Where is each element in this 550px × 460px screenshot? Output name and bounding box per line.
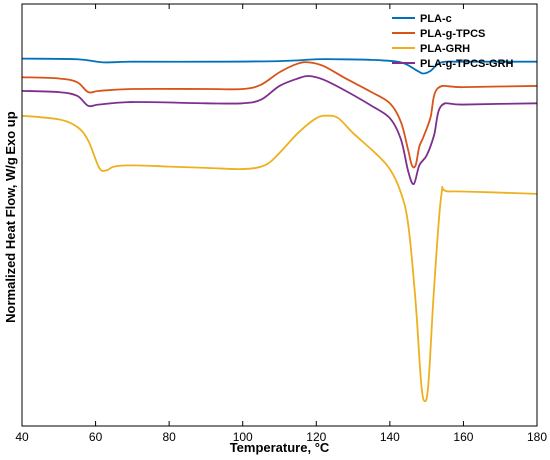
series-line-2	[21, 61, 538, 169]
legend-label-3: PLA-GRH	[420, 43, 470, 55]
x-ticks: 40 60 80 100 120 140 160 180	[15, 4, 547, 444]
y-axis-label: Normalized Heat Flow, W/g	[3, 157, 18, 323]
y-axis-exo-label: Exo up	[3, 111, 18, 154]
legend-label-1: PLA-c	[420, 13, 452, 25]
x-tick-label: 180	[527, 430, 547, 444]
x-tick-label: 160	[453, 430, 473, 444]
x-tick-label: 120	[306, 430, 326, 444]
legend-label-2: PLA-g-TPCS	[420, 28, 485, 40]
legend: PLA-c PLA-g-TPCS PLA-GRH PLA-g-TPCS-GRH	[392, 13, 514, 70]
plot-frame	[21, 3, 538, 427]
series-line-3	[21, 114, 538, 403]
x-tick-label: 80	[162, 430, 176, 444]
series-line-1	[21, 57, 538, 75]
x-tick-label: 40	[15, 430, 29, 444]
x-tick-label: 140	[380, 430, 400, 444]
x-axis-label: Temperature, °C	[230, 440, 330, 455]
series-layer	[21, 57, 538, 403]
legend-label-4: PLA-g-TPCS-GRH	[420, 58, 514, 70]
x-tick-label: 100	[233, 430, 253, 444]
x-tick-label: 60	[89, 430, 103, 444]
series-line-4	[21, 75, 538, 185]
